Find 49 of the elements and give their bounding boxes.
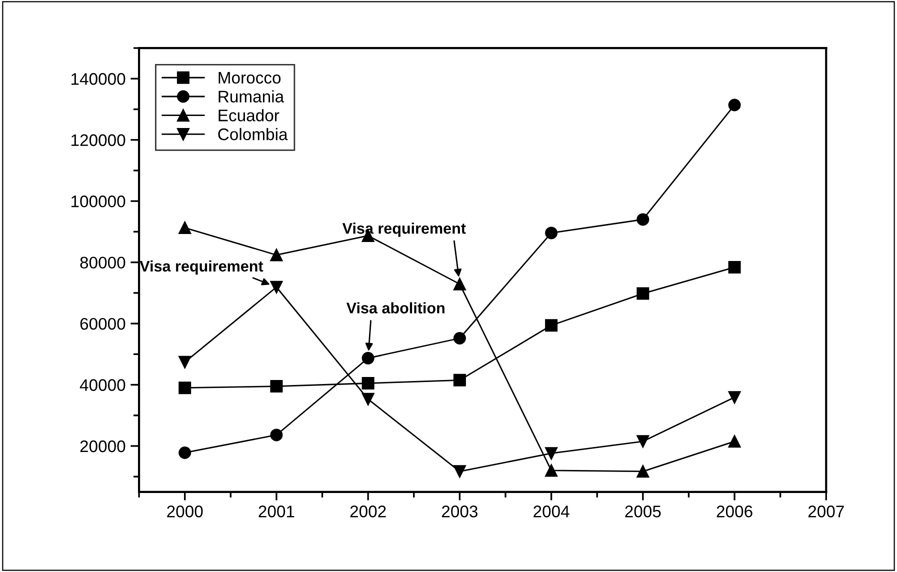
x-tick-label: 2006 [716, 506, 752, 518]
y-tick-label: 40000 [80, 379, 126, 391]
point [636, 213, 650, 226]
annotation: Visa abolition [346, 302, 444, 314]
point [545, 447, 558, 460]
point [362, 352, 374, 364]
legend-label: Morocco [218, 72, 281, 84]
x-tick-label: 2000 [167, 506, 203, 518]
legend-label: Ecuador [218, 109, 280, 122]
x-tick-label: 2002 [350, 506, 386, 518]
point [178, 446, 192, 459]
point [636, 287, 650, 300]
y-tick-label: 80000 [80, 256, 126, 269]
x-tick-label: 2004 [534, 506, 570, 518]
point [545, 226, 558, 240]
y-tick-label: 120000 [72, 134, 126, 146]
legend-label: Rumania [218, 90, 284, 102]
point [728, 391, 741, 404]
point [178, 221, 192, 234]
y-tick-label: 140000 [72, 73, 126, 85]
point [728, 260, 741, 274]
point [453, 278, 466, 290]
point [636, 435, 650, 448]
point [636, 465, 650, 478]
x-tick-label: 2001 [258, 506, 294, 518]
point [178, 356, 192, 368]
y-tick-label: 100000 [72, 196, 126, 208]
x-tick-label: 2003 [442, 506, 478, 518]
point [545, 319, 558, 332]
point [270, 380, 283, 393]
point [270, 248, 283, 262]
point [453, 465, 466, 478]
point [545, 464, 558, 477]
point [270, 280, 283, 294]
annotation: Visa requirement [140, 260, 264, 275]
point [453, 332, 466, 344]
y-tick-label: 60000 [80, 318, 126, 330]
point [178, 382, 192, 394]
annotation: Visa requirement [342, 222, 466, 237]
x-tick-label: 2005 [625, 506, 661, 518]
point [453, 374, 466, 386]
x-tick-label: 2007 [808, 506, 844, 518]
point [270, 428, 283, 442]
y-tick-label: 20000 [80, 440, 126, 452]
point [362, 392, 374, 406]
point [728, 435, 741, 448]
point [728, 98, 741, 112]
point [362, 376, 374, 390]
legend-label: Colombia [218, 128, 288, 140]
